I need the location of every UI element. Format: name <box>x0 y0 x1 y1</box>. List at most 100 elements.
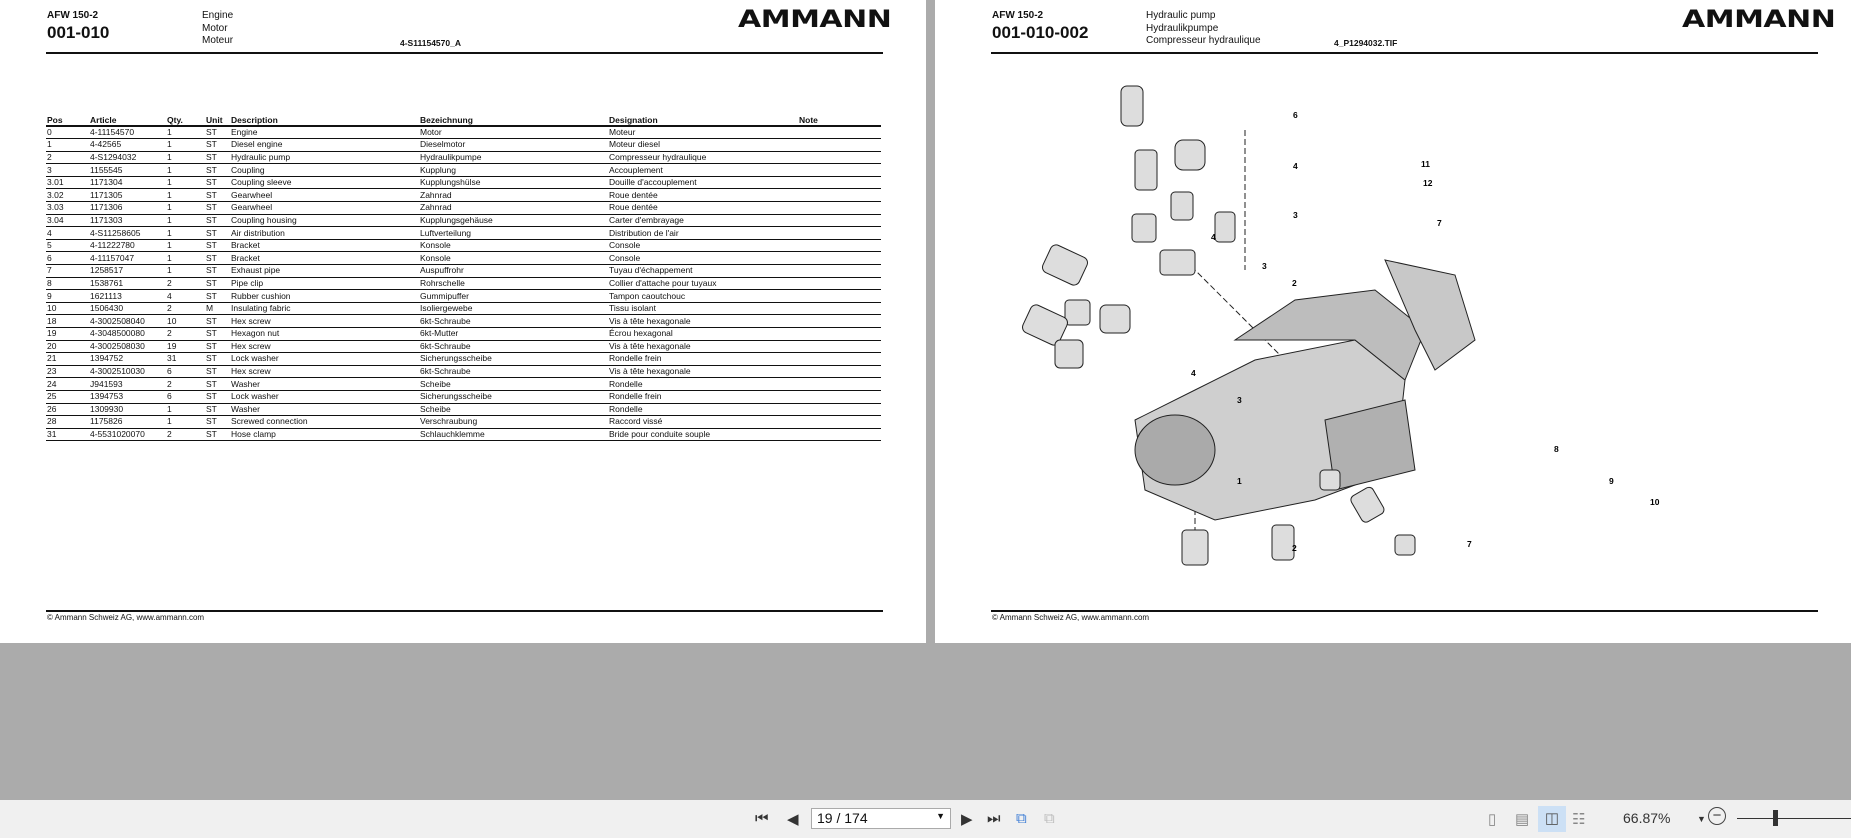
part-4b <box>1159 249 1196 276</box>
exploded-diagram: 6 4 11 12 3 7 4 3 2 4 3 1 8 9 10 2 7 <box>1022 85 1660 566</box>
zoom-dropdown-icon[interactable]: ▼ <box>1697 814 1706 824</box>
table-cell: 31 <box>166 352 205 366</box>
valve-block <box>1384 259 1476 371</box>
table-cell: 4-11154570 <box>89 126 166 140</box>
table-cell: 20 <box>46 340 89 354</box>
table-row: 19 4-3048500080 2 ST Hexagon nut 6kt-Mutter Éc… <box>46 327 881 341</box>
table-cell: 1171304 <box>89 176 166 190</box>
table-cell: Dieselmotor <box>419 138 608 152</box>
table-cell <box>798 188 881 203</box>
table-row: 4 4-S11258605 1 ST Air distribution Luftverte… <box>46 226 881 240</box>
table-cell: Washer <box>230 403 419 417</box>
table-cell: Douille d'accouplement <box>608 176 798 190</box>
table-cell <box>798 302 881 316</box>
table-cell: ST <box>205 415 230 429</box>
table-cell: ST <box>205 251 230 266</box>
table-cell: Hex screw <box>230 314 419 328</box>
title-de: Motor <box>202 22 228 34</box>
table-cell: 1 <box>166 188 205 203</box>
single-page-view-icon[interactable]: ▯ <box>1488 811 1497 828</box>
table-cell: ST <box>205 188 230 203</box>
table-cell: 4-3002510030 <box>89 365 166 379</box>
table-cell: ST <box>205 377 230 391</box>
table-cell: 25 <box>46 390 89 404</box>
table-cell <box>798 239 881 253</box>
first-page-button[interactable]: ⏮ <box>755 810 769 827</box>
table-cell: Raccord vissé <box>608 415 798 429</box>
table-row: 26 1309930 1 ST Washer Scheibe Rondelle <box>46 403 881 417</box>
table-row: 6 4-11157047 1 ST Bracket Konsole Console <box>46 251 881 266</box>
table-row: 18 4-3002508040 10 ST Hex screw 6kt-Schraube V… <box>46 314 881 328</box>
part-4 <box>1134 149 1158 191</box>
zoom-out-button[interactable]: − <box>1708 807 1726 825</box>
table-cell: ST <box>205 226 230 240</box>
zoom-level[interactable]: 66.87% <box>1623 810 1671 826</box>
table-row: 25 1394753 6 ST Lock washer Sicherungsscheibe… <box>46 390 881 404</box>
table-cell: 19 <box>46 327 89 341</box>
previous-page-button[interactable]: ◀ <box>787 811 799 828</box>
table-cell: Carter d'embrayage <box>608 214 798 228</box>
table-cell: Console <box>608 251 798 266</box>
table-cell: Distribution de l'air <box>608 226 798 240</box>
table-cell: Sicherungsscheibe <box>419 390 608 404</box>
column-header: Bezeichnung <box>419 114 608 127</box>
table-cell: 6kt-Mutter <box>419 327 608 341</box>
table-cell: 10 <box>166 314 205 328</box>
next-page-button[interactable]: ▶ <box>961 811 973 828</box>
table-cell: 2 <box>46 151 89 165</box>
chevron-down-icon[interactable]: ▼ <box>936 811 945 821</box>
table-row: 1 4-42565 1 ST Diesel engine Dieselmotor Moteu… <box>46 138 881 152</box>
table-cell: 1 <box>166 151 205 165</box>
table-row: 3.03 1171306 1 ST Gearwheel Zahnrad Roue denté… <box>46 201 881 215</box>
previous-view-icon[interactable]: ⧉ <box>1016 810 1027 827</box>
table-cell: 6 <box>46 251 89 266</box>
next-view-icon[interactable]: ⧉ <box>1044 810 1055 827</box>
two-page-continuous-view-icon[interactable]: ☷ <box>1572 811 1586 828</box>
callout-label: 4 <box>1191 368 1196 378</box>
table-cell: ST <box>205 352 230 366</box>
zoom-slider-handle[interactable] <box>1773 810 1778 826</box>
table-cell: Hex screw <box>230 365 419 379</box>
table-cell: Rubber cushion <box>230 289 419 303</box>
last-page-button[interactable]: ⏭ <box>987 810 1001 827</box>
table-row: 5 4-11222780 1 ST Bracket Konsole Console <box>46 239 881 253</box>
part-11 <box>1174 139 1206 171</box>
table-cell: 8 <box>46 277 89 291</box>
table-cell: Sicherungsscheibe <box>419 352 608 366</box>
callout-label: 3 <box>1262 261 1267 271</box>
model-label: AFW 150-2 <box>992 10 1044 21</box>
table-cell: 23 <box>46 365 89 379</box>
table-cell: Bracket <box>230 251 419 266</box>
table-cell: 1 <box>46 138 89 152</box>
table-row: 21 1394752 31 ST Lock washer Sicherungsscheib… <box>46 352 881 366</box>
reference-label: 4_P1294032.TIF <box>1334 38 1398 48</box>
page-number-input[interactable]: 19 / 174 ▼ <box>811 808 951 829</box>
table-cell: Compresseur hydraulique <box>608 151 798 165</box>
callout-label: 2 <box>1292 543 1297 553</box>
table-cell: Hose clamp <box>230 428 419 442</box>
table-cell: Konsole <box>419 251 608 266</box>
table-cell: 1538761 <box>89 277 166 291</box>
callout-label: 6 <box>1293 110 1298 120</box>
table-cell: Gearwheel <box>230 201 419 215</box>
table-cell: 4-5531020070 <box>89 428 166 442</box>
table-cell: 1171306 <box>89 201 166 215</box>
table-cell: Gearwheel <box>230 188 419 203</box>
table-cell: 31 <box>46 428 89 442</box>
table-cell: Tuyau d'échappement <box>608 264 798 278</box>
table-cell <box>798 201 881 215</box>
zoom-slider[interactable] <box>1737 818 1851 819</box>
table-cell: 1309930 <box>89 403 166 417</box>
table-cell <box>798 415 881 429</box>
continuous-view-icon[interactable]: ▤ <box>1515 811 1530 828</box>
table-cell: Coupling sleeve <box>230 176 419 190</box>
table-cell: Luftverteilung <box>419 226 608 240</box>
table-cell: Exhaust pipe <box>230 264 419 278</box>
header-rule <box>46 52 883 54</box>
callout-label: 3 <box>1237 395 1242 405</box>
part-4d <box>1022 304 1068 346</box>
two-page-view-icon[interactable]: ◫ <box>1538 806 1566 832</box>
table-cell: 1 <box>166 176 205 190</box>
table-cell <box>798 289 881 303</box>
table-cell: 26 <box>46 403 89 417</box>
